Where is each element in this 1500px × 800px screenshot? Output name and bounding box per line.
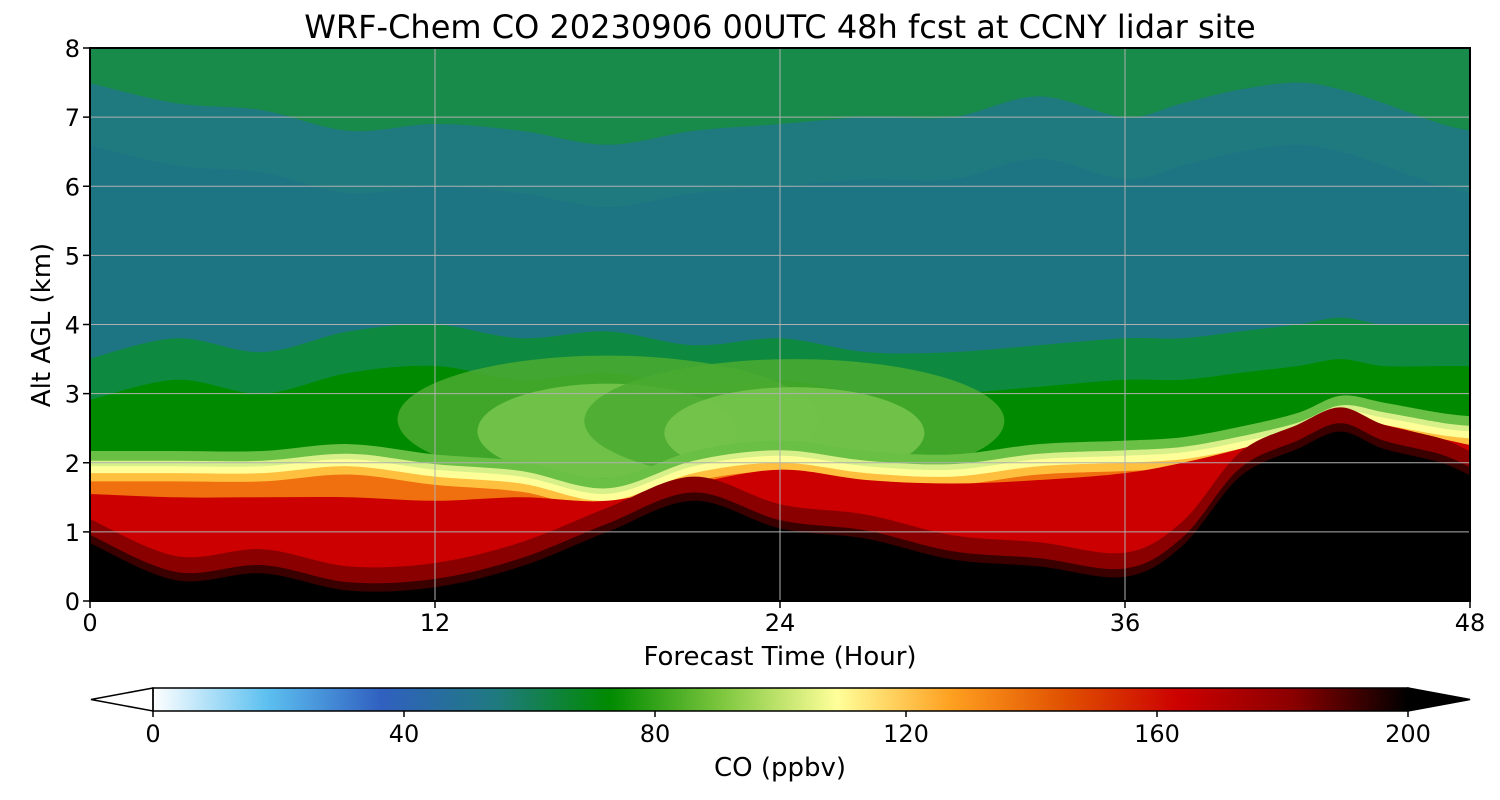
y-axis-label: Alt AGL (km) [27,243,57,407]
x-tick-label: 24 [765,609,796,637]
y-tick-label: 0 [65,588,80,616]
x-tick-label: 12 [420,609,451,637]
colorbar-label: CO (ppbv) [714,753,846,783]
y-tick-label: 3 [65,381,80,409]
x-axis: 0 12 24 36 48 [82,601,1485,637]
colorbar-tick-label: 0 [145,720,160,748]
x-axis-label: Forecast Time (Hour) [643,642,916,672]
colorbar-tick-label: 40 [389,720,420,748]
colorbar-tick-label: 80 [640,720,671,748]
y-axis: 0 1 2 3 4 5 6 7 8 [65,35,90,616]
colorbar-frame [152,687,1409,712]
colorbar-gradient [153,688,1408,711]
y-tick-label: 7 [65,104,80,132]
colorbar-tick-label: 200 [1385,720,1431,748]
y-tick-label: 8 [65,35,80,63]
colorbar-extend-max [1407,687,1471,712]
x-tick-label: 0 [82,609,97,637]
y-tick-label: 6 [65,173,80,201]
colorbar-extend-min [90,687,154,712]
colorbar-tick-label: 120 [883,720,929,748]
x-tick-label: 48 [1455,609,1486,637]
y-tick-label: 1 [65,519,80,547]
y-tick-label: 5 [65,242,80,270]
colorbar [90,687,1471,712]
x-tick-label: 36 [1110,609,1141,637]
y-tick-label: 2 [65,450,80,478]
colorbar-ticks: 0 40 80 120 160 200 [145,711,1431,748]
colorbar-tick-label: 160 [1134,720,1180,748]
y-tick-label: 4 [65,312,80,340]
chart-title: WRF-Chem CO 20230906 00UTC 48h fcst at C… [304,8,1255,46]
